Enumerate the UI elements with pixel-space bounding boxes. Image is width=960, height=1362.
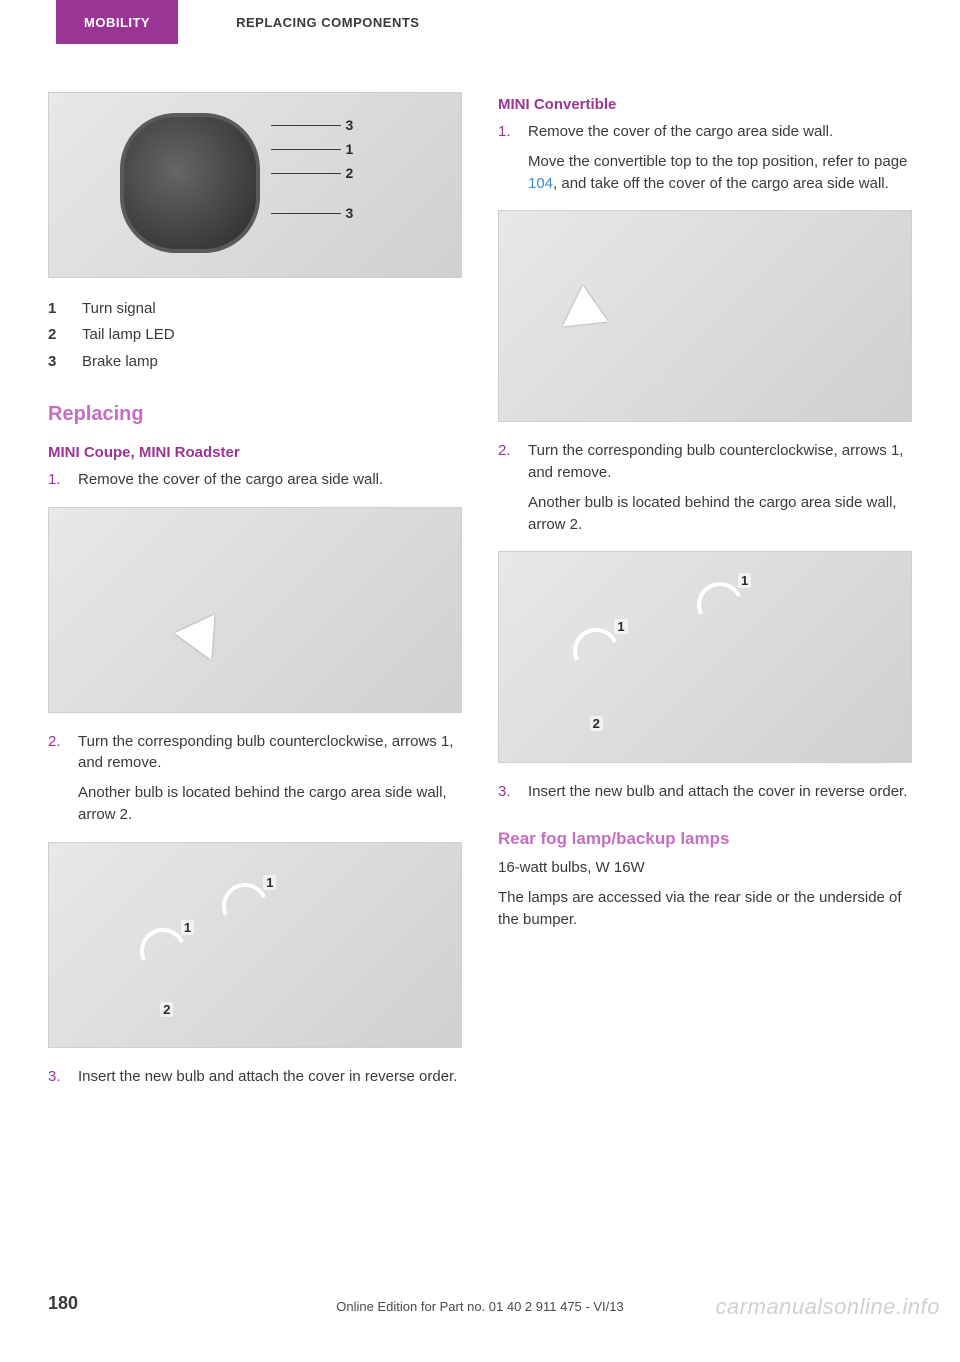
step: 2. Turn the corresponding bulb countercl… [498,440,912,543]
leader-line [271,149,341,150]
right-column: MINI Convertible 1. Remove the cover of … [498,92,912,1103]
step-text: Turn the corresponding bulb counterclock… [78,731,462,775]
figure-bulb-rotation: 1 1 2 [48,842,462,1048]
step-number: 3. [48,1066,78,1096]
callout-label: 3 [345,117,353,133]
callout-label: 3 [345,205,353,221]
legend-row: 3 Brake lamp [48,349,462,375]
step-number: 1. [498,121,528,202]
legend-label: Turn signal [82,296,156,322]
step: 1. Remove the cover of the cargo area si… [498,121,912,202]
step-number: 1. [48,469,78,499]
figure-label: 1 [263,875,276,890]
body-text: The lamps are accessed via the rear side… [498,887,912,931]
watermark: carmanualsonline.info [715,1294,940,1320]
step: 3. Insert the new bulb and attach the co… [48,1066,462,1096]
step-text: Insert the new bulb and attach the cover… [528,781,912,803]
arrow-icon [174,614,231,669]
step-text: Another bulb is located behind the cargo… [78,782,462,826]
step-text: Move the convertible top to the top posi… [528,151,912,195]
legend-row: 2 Tail lamp LED [48,322,462,348]
step-number: 2. [498,440,528,543]
step-text: Remove the cover of the cargo area side … [78,469,462,491]
subsection-fog-lamp: Rear fog lamp/backup lamps [498,829,912,849]
legend-label: Tail lamp LED [82,322,175,348]
leader-line [271,213,341,214]
leader-line [271,125,341,126]
legend-num: 2 [48,322,82,348]
page-header: MOBILITY REPLACING COMPONENTS [48,0,912,44]
spec-text: 16-watt bulbs, W 16W [498,857,912,879]
subsection-convertible: MINI Convertible [498,96,912,113]
figure-label: 1 [181,920,194,935]
figure-label: 2 [590,716,603,731]
step-number: 2. [48,731,78,834]
page-link[interactable]: 104 [528,175,553,192]
step-text: Turn the corresponding bulb counterclock… [528,440,912,484]
text-fragment: Move the convertible top to the top posi… [528,153,907,170]
step: 3. Insert the new bulb and attach the co… [498,781,912,811]
legend-label: Brake lamp [82,349,158,375]
arrow-icon [550,286,608,345]
figure-taillight: 3 1 2 3 [48,92,462,278]
figure-label: 1 [614,619,627,634]
step: 1. Remove the cover of the cargo area si… [48,469,462,499]
step: 2. Turn the corresponding bulb countercl… [48,731,462,834]
figure-label: 1 [738,573,751,588]
section-tab: MOBILITY [56,0,178,44]
step-text: Another bulb is located behind the cargo… [528,492,912,536]
figure-cargo-cover [48,507,462,713]
taillight-legend: 1 Turn signal 2 Tail lamp LED 3 Brake la… [48,296,462,375]
callout-label: 1 [345,141,353,157]
taillight-graphic [120,113,260,253]
step-number: 3. [498,781,528,811]
step-text: Insert the new bulb and attach the cover… [78,1066,462,1088]
legend-num: 3 [48,349,82,375]
figure-bulb-rotation: 1 1 2 [498,551,912,763]
page-title: REPLACING COMPONENTS [178,0,419,44]
leader-line [271,173,341,174]
legend-row: 1 Turn signal [48,296,462,322]
subsection-coupe-roadster: MINI Coupe, MINI Roadster [48,444,462,461]
legend-num: 1 [48,296,82,322]
figure-label: 2 [160,1002,173,1017]
text-fragment: , and take off the cover of the cargo ar… [553,175,889,192]
callout-label: 2 [345,165,353,181]
section-heading-replacing: Replacing [48,403,462,426]
left-column: 3 1 2 3 1 Turn signal 2 Tail lamp LED 3 [48,92,462,1103]
figure-trunk-open [498,210,912,422]
step-text: Remove the cover of the cargo area side … [528,121,912,143]
